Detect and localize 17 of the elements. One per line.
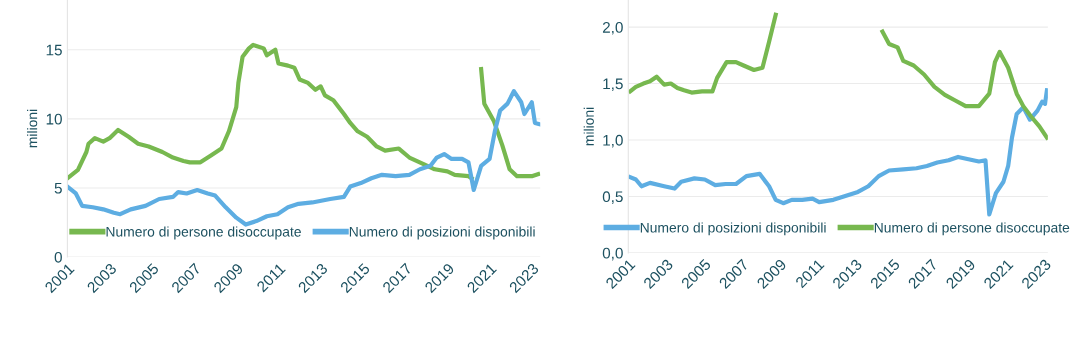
y-tick-label: 1,5 <box>603 78 623 92</box>
legend-label: Numero di persone disoccupate <box>106 226 301 240</box>
line-series <box>67 89 541 227</box>
y-tick-label: 0,0 <box>602 247 623 261</box>
legend-label: Numero di posizioni disponibili <box>349 226 535 240</box>
legend-label: Numero di persone disoccupate <box>874 222 1070 236</box>
legend-label: Numero di posizioni disponibili <box>640 222 826 236</box>
y-tick-label: 5 <box>54 182 62 194</box>
y-tick-label: 15 <box>46 44 62 56</box>
y-tick-label: 0 <box>54 251 62 263</box>
y-tick-label: 2,0 <box>602 21 623 35</box>
y-axis-title: milioni <box>583 107 594 146</box>
y-tick-label: 0,5 <box>602 191 623 204</box>
y-tick-label: 10 <box>46 113 62 125</box>
line-series <box>628 88 1048 217</box>
y-axis-title: milioni <box>27 109 38 148</box>
y-tick-label: 1,0 <box>603 134 623 148</box>
